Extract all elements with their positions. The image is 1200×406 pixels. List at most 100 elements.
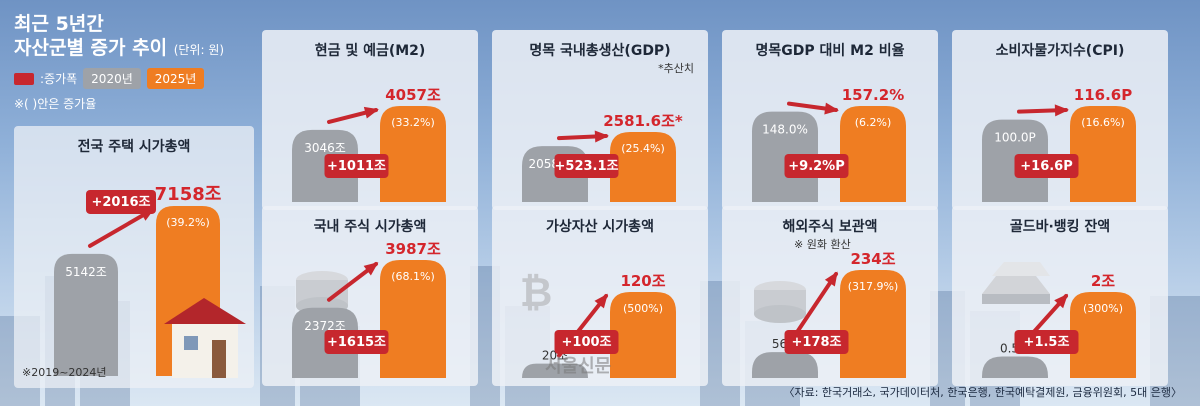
increase-tag [1014,154,1079,178]
panel-gold: 골드바·뱅킹 잔액 0.5조2조(300%)+1.5조 [952,206,1168,386]
bar-2025 [840,270,906,378]
period-note: ※2019~2024년 [22,366,107,379]
value-label-2025: 7158조 [155,184,222,205]
rate-label: (300%) [1083,302,1123,315]
bar-2025 [380,106,446,202]
increase-label: +523.1조 [555,159,619,174]
bar-2025 [1070,292,1136,378]
title-line1: 최근 5년간 [14,13,104,35]
panel-title: 가상자산 시가총액 [546,219,654,235]
value-label-2025: 234조 [850,250,895,268]
bar-2020 [54,253,118,376]
growth-arrow-line [88,208,154,248]
value-label-2020: 5142조 [65,265,107,279]
m2-ratio-chart: 148.0% 157.2% (6.2%) +9.2%P [752,86,906,202]
rate-label: (25.4%) [621,142,665,155]
gold-chart: 0.5조2조(300%)+1.5조 [982,262,1136,378]
panel-m2-ratio: 명목GDP 대비 M2 비율 148.0% 157.2% (6.2%) +9.2%P [722,30,938,210]
panel-m2: 현금 및 예금(M2) 3046조 4057조 (33.2%) +1011조 [262,30,478,210]
value-label-2025: 2581.6조* [603,112,683,130]
increase-label: +2016조 [91,195,150,210]
increase-swatch [14,72,34,85]
value-label-2020: 2372조 [304,319,346,333]
legend: :증가폭 2020년 2025년 [14,68,254,89]
panel-crypto: 가상자산 시가총액 20조 120조 (500%) +100조 ₿ [492,206,708,386]
value-label-2020: 3046조 [304,141,346,155]
growth-arrow-head [1054,293,1069,309]
bar-2025 [380,260,446,378]
panel-title: 해외주식 보관액 [782,219,878,235]
increase-label: +1615조 [327,335,386,350]
bar-2020 [522,363,588,378]
value-label-2020: 148.0% [762,123,808,137]
value-label-2025: 2조 [1091,272,1115,290]
growth-arrow-head [363,106,379,119]
unit-label: (단위: 원) [173,43,225,57]
growth-arrow-head [594,130,609,143]
bar-2025 [840,106,906,202]
growth-arrow-head [363,262,379,276]
legend-2020: 2020년 [83,68,141,89]
watermark: 서울신문 [545,356,612,377]
panel-housing: 전국 주택 시가총액 5142조 7158조 (39.2%) +2016조 ※2019… [14,126,254,388]
increase-label: +178조 [792,335,842,350]
increase-label: +1.5조 [1024,335,1070,350]
m2-chart: 3046조 4057조 (33.2%) +1011조 [292,86,446,202]
value-label-2025: 4057조 [385,86,441,104]
rate-label: (6.2%) [855,116,892,129]
growth-arrow-head [824,102,839,115]
increase-tag [784,154,849,178]
panel-title: 전국 주택 시가총액 [77,139,191,155]
title-text: 자산군별 증가 추이 [14,37,168,59]
housing-chart: 5142조 7158조 (39.2%) +2016조 [54,184,246,378]
bar-2020 [982,356,1048,378]
growth-arrow-head [594,293,608,309]
increase-label: +1011조 [327,159,386,174]
increase-tag [554,154,619,178]
increase-tag [324,154,389,178]
growth-arrow-head [824,271,838,287]
bitcoin-icon: ₿ [520,270,553,316]
legend-increase-label: :증가폭 [40,72,78,86]
increase-label: +9.2%P [788,159,844,174]
rate-label: (33.2%) [391,116,435,129]
title-line2: 자산군별 증가 추이 (단위: 원) [14,36,254,62]
increase-tag [554,330,619,354]
foreign-stock-chart: 56조234조(317.9%)+178조 [752,250,906,378]
panel-title: 명목GDP 대비 M2 비율 [755,43,905,59]
coin-stack-icon [754,281,806,323]
panel-foreign-stock: 해외주식 보관액 ※ 원화 환산 56조234조(317.9%)+178조 [722,206,938,386]
value-label-2020: 100.0P [994,131,1036,145]
source-note: 〈자료: 한국거래소, 국가데이터처, 한국은행, 한국예탁결제원, 금융위원회… [783,386,1182,399]
bar-2025 [1070,106,1136,202]
rate-label: (317.9%) [848,280,899,293]
panel-title: 소비자물가지수(CPI) [995,43,1125,59]
rate-label: (16.6%) [1081,116,1125,129]
value-label-2025: 3987조 [385,240,441,258]
panel-title: 국내 주식 시가총액 [313,219,427,235]
legend-2025: 2025년 [146,68,205,89]
growth-arrow-head [1054,104,1069,117]
gold-bar-icon [982,262,1050,304]
bar-2020 [752,352,818,378]
panel-title: 명목 국내총생산(GDP) [529,43,671,59]
rate-label: (68.1%) [391,270,435,283]
header: 최근 5년간 자산군별 증가 추이 (단위: 원) :증가폭 2020년 202… [14,12,254,112]
domestic-stock-chart: 2372조 3987조 (68.1%) +1615조 [292,240,446,378]
panel-title: 현금 및 예금(M2) [314,43,426,59]
bar-2025 [610,292,676,378]
estimate-note: *추산치 [658,62,694,75]
increase-label: +100조 [562,335,612,350]
rate-label: (500%) [623,302,663,315]
panel-domestic-stock: 국내 주식 시가총액 2372조 3987조 (68.1%) +1615조 [262,206,478,386]
krw-note: ※ 원화 환산 [794,238,851,251]
cpi-chart: 100.0P 116.6P (16.6%) +16.6P [982,86,1136,202]
value-label-2025: 116.6P [1074,86,1132,104]
bar-2025 [610,132,676,202]
increase-tag [324,330,389,354]
increase-tag [784,330,849,354]
increase-label: +16.6P [1020,159,1073,174]
value-label-2025: 157.2% [842,86,904,104]
value-label-2025: 120조 [620,272,665,290]
